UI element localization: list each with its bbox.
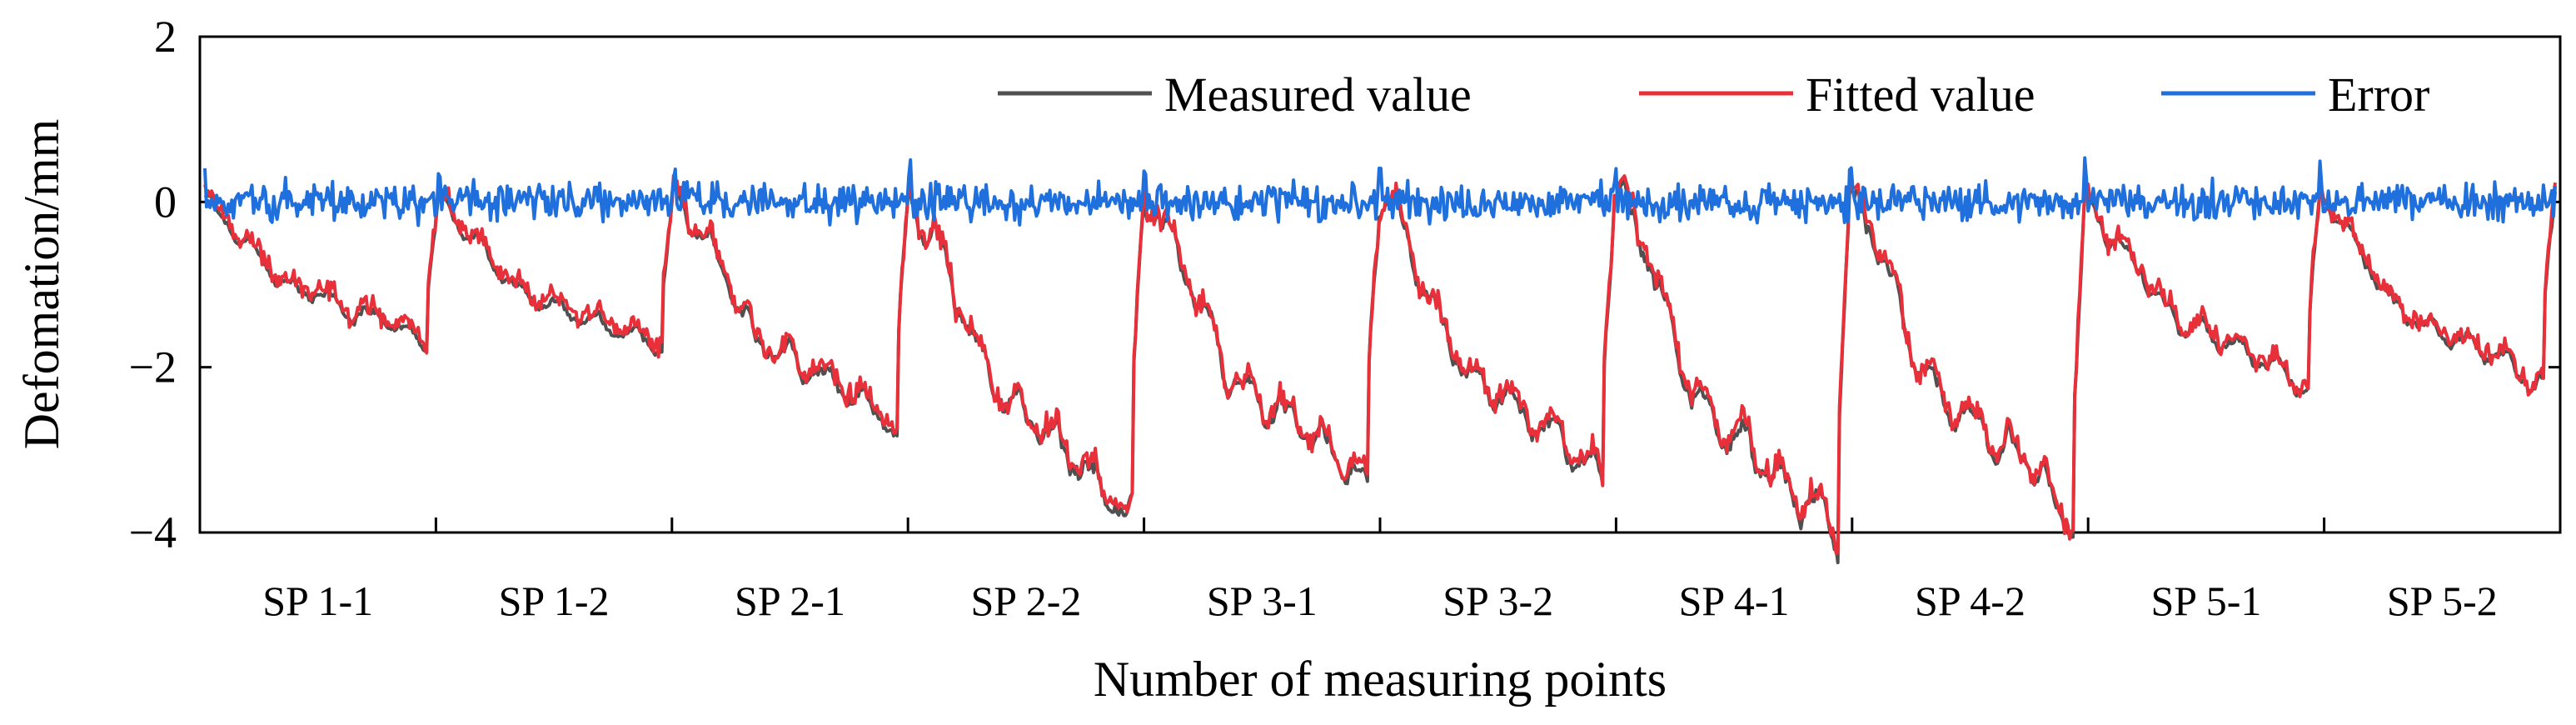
x-tick-label: SP 5-1 [2150, 578, 2261, 624]
x-axis: SP 1-1 SP 1-2 SP 2-1 SP 2-2 SP 3-1 SP 3-2 SP 4… [262, 518, 2498, 624]
legend-label-error: Error [2328, 68, 2429, 122]
legend-label-fitted: Fitted value [1806, 68, 2035, 122]
x-tick-label: SP 2-2 [970, 578, 1081, 624]
legend-label-measured: Measured value [1164, 68, 1472, 122]
series-fitted-line [203, 173, 2557, 556]
x-tick-label: SP 4-1 [1679, 578, 1790, 624]
x-tick-label: SP 3-2 [1442, 578, 1553, 624]
x-tick-label: SP 5-2 [2387, 578, 2498, 624]
x-tick-label: SP 1-1 [262, 578, 373, 624]
x-tick-label: SP 1-2 [499, 578, 610, 624]
x-tick-label: SP 2-1 [735, 578, 845, 624]
legend: Measured value Fitted value Error [998, 68, 2429, 122]
series-error-line [203, 156, 2557, 228]
x-tick-label: SP 3-1 [1207, 578, 1318, 624]
series-measured-line [203, 178, 2557, 565]
x-axis-title: Number of measuring points [1094, 652, 1667, 707]
y-axis-title: Defomation/mm [14, 119, 69, 450]
y-tick-label: 2 [154, 12, 177, 62]
y-tick-label: −4 [129, 508, 177, 558]
y-tick-label: 0 [154, 177, 177, 227]
y-tick-label: −2 [129, 342, 177, 392]
series-layer [203, 156, 2557, 565]
x-tick-label: SP 4-2 [1915, 578, 2025, 624]
y-axis: 2 0 −2 −4 [129, 12, 2560, 558]
